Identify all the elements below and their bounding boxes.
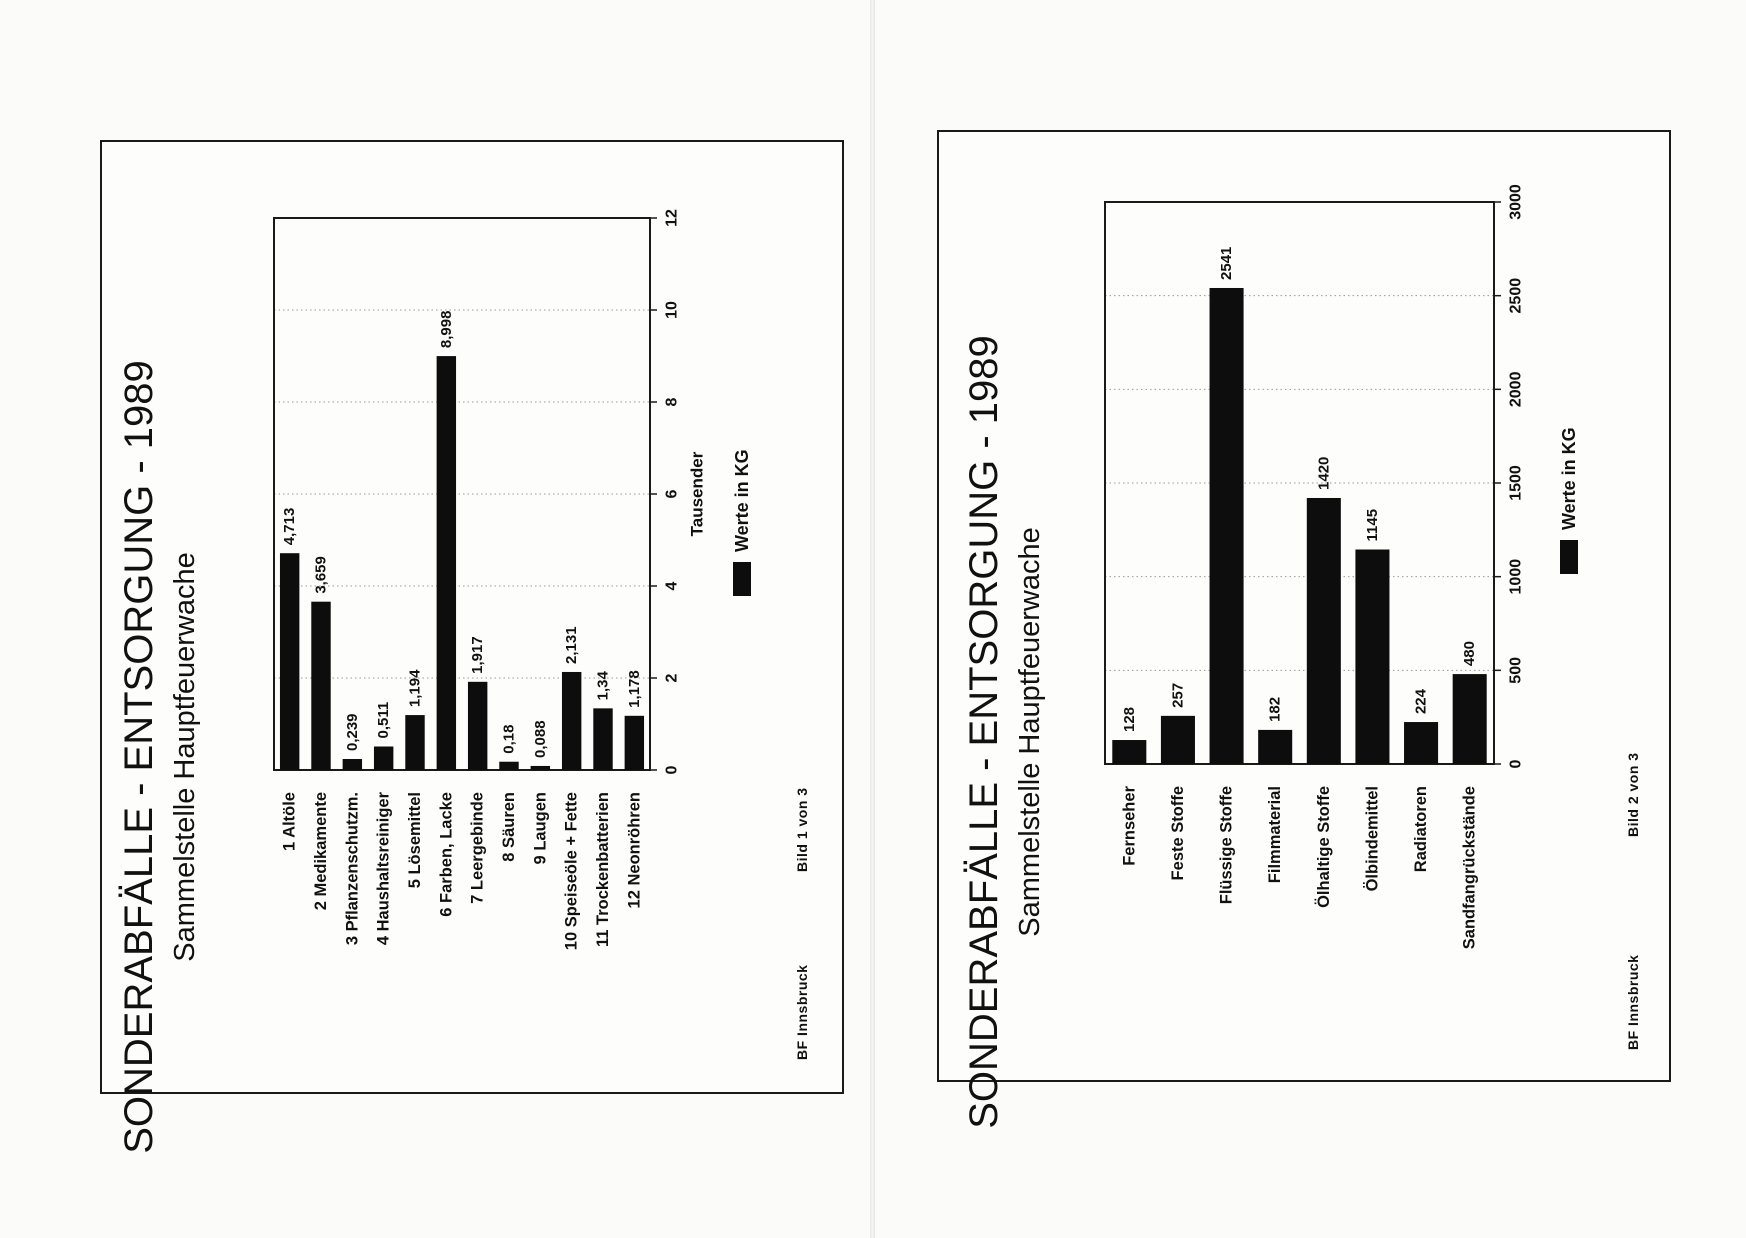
- category-label: Filmmaterial: [1266, 786, 1284, 883]
- value-label: 1,178: [626, 670, 643, 708]
- value-label: 0,239: [344, 713, 361, 751]
- tick-label: 10: [664, 301, 681, 319]
- page-fold: [870, 0, 875, 1238]
- value-label: 3,659: [313, 556, 330, 594]
- category-label: 8 Säuren: [500, 792, 518, 862]
- footer-source: BF Innsbruck: [1625, 955, 1641, 1050]
- value-label: 8,998: [438, 311, 455, 349]
- value-label: 224: [1413, 688, 1430, 714]
- tick-label: 3000: [1508, 184, 1525, 220]
- bar: [311, 601, 331, 770]
- value-label: 1,917: [469, 636, 486, 674]
- bar: [436, 356, 457, 770]
- tick-label: 12: [664, 209, 681, 227]
- category-label: Radiatoren: [1412, 786, 1430, 872]
- category-label: Sandfangrückstände: [1461, 786, 1479, 949]
- value-label: 1,194: [407, 669, 424, 707]
- bar: [530, 765, 551, 770]
- bar: [1160, 715, 1195, 764]
- category-label: Ölhaltige Stoffe: [1314, 786, 1333, 908]
- chart-1-svg: SONDERABFÄLLE - ENTSORGUNG - 1989 Sammels…: [117, 209, 810, 1154]
- plot-frame: [1104, 201, 1495, 765]
- value-label: 1145: [1364, 509, 1381, 542]
- chart-subtitle: Sammelstelle Hauptfeuerwache: [1014, 527, 1046, 936]
- bar: [373, 746, 394, 770]
- tick-label: 500: [1508, 657, 1525, 684]
- tick-label: 1000: [1508, 559, 1525, 595]
- category-label: 4 Haushaltsreiniger: [375, 791, 393, 945]
- value-label: 0,18: [501, 725, 518, 754]
- bar: [1112, 740, 1147, 764]
- tick-label: 0: [664, 765, 681, 774]
- bar: [1404, 722, 1439, 764]
- value-label: 4,713: [281, 508, 298, 546]
- axis-unit-label: Tausender: [688, 451, 707, 536]
- bar: [405, 715, 425, 770]
- bar: [342, 759, 363, 770]
- chart-title: SONDERABFÄLLE - ENTSORGUNG - 1989: [117, 360, 161, 1154]
- category-label: 12 Neonröhren: [625, 792, 643, 908]
- footer-source: BF Innsbruck: [794, 965, 810, 1060]
- chart-title: SONDERABFÄLLE - ENTSORGUNG - 1989: [962, 335, 1006, 1129]
- value-label: 1,34: [595, 671, 612, 701]
- footer-page: Bild 2 von 3: [1625, 752, 1641, 837]
- legend-label: Werte in KG: [1559, 427, 1579, 530]
- value-label: 257: [1169, 683, 1186, 708]
- value-label: 2,131: [563, 626, 580, 664]
- value-label: 0,511: [375, 702, 392, 739]
- legend-swatch: [733, 562, 751, 596]
- legend-swatch: [1560, 540, 1578, 574]
- value-label: 182: [1267, 697, 1284, 722]
- value-label: 0,088: [532, 720, 549, 758]
- tick-label: 2500: [1508, 278, 1525, 314]
- category-label: 6 Farben, Lacke: [437, 792, 455, 917]
- bar: [561, 671, 582, 770]
- chart-panel-2: SONDERABFÄLLE - ENTSORGUNG - 1989 Sammels…: [937, 130, 1671, 1129]
- tick-label: 1500: [1508, 465, 1525, 501]
- category-label: 9 Laugen: [531, 792, 549, 864]
- tick-label: 0: [1508, 759, 1525, 768]
- bar: [624, 715, 645, 770]
- category-label: 11 Trockenbatterien: [594, 792, 612, 947]
- bar: [279, 553, 300, 770]
- chart-2-svg: SONDERABFÄLLE - ENTSORGUNG - 1989 Sammels…: [962, 184, 1641, 1129]
- bar: [499, 761, 519, 770]
- value-label: 480: [1461, 641, 1478, 666]
- plot-frame: [273, 217, 651, 771]
- chart-panel-1: SONDERABFÄLLE - ENTSORGUNG - 1989 Sammels…: [100, 140, 844, 1154]
- tick-label: 2: [664, 673, 681, 682]
- bar: [1306, 497, 1341, 764]
- tick-label: 4: [664, 581, 681, 590]
- category-label: 7 Leergebinde: [469, 792, 487, 904]
- category-label: Ölbindemittel: [1362, 786, 1381, 891]
- footer-page: Bild 1 von 3: [794, 787, 810, 872]
- tick-label: 2000: [1508, 371, 1525, 407]
- category-label: Flüssige Stoffe: [1218, 786, 1236, 904]
- category-label: Feste Stoffe: [1169, 786, 1187, 880]
- bar: [1258, 729, 1293, 764]
- category-label: 10 Speiseöle + Fette: [563, 792, 581, 950]
- category-label: 5 Lösemittel: [406, 792, 424, 888]
- category-label: Fernseher: [1120, 785, 1138, 865]
- bar: [467, 681, 488, 770]
- category-label: 1 Altöle: [281, 792, 299, 851]
- value-label: 2541: [1218, 247, 1235, 280]
- bar: [1209, 287, 1244, 764]
- value-label: 1420: [1315, 457, 1332, 490]
- chart-subtitle: Sammelstelle Hauptfeuerwache: [169, 552, 201, 961]
- tick-label: 8: [664, 397, 681, 406]
- tick-label: 6: [664, 489, 681, 498]
- bar: [1452, 674, 1487, 764]
- bar: [593, 708, 613, 770]
- category-label: 2 Medikamente: [312, 792, 330, 910]
- bar: [1355, 549, 1390, 764]
- legend-label: Werte in KG: [732, 449, 752, 552]
- value-label: 128: [1121, 707, 1138, 732]
- category-label: 3 Pflanzenschutzm.: [343, 792, 361, 945]
